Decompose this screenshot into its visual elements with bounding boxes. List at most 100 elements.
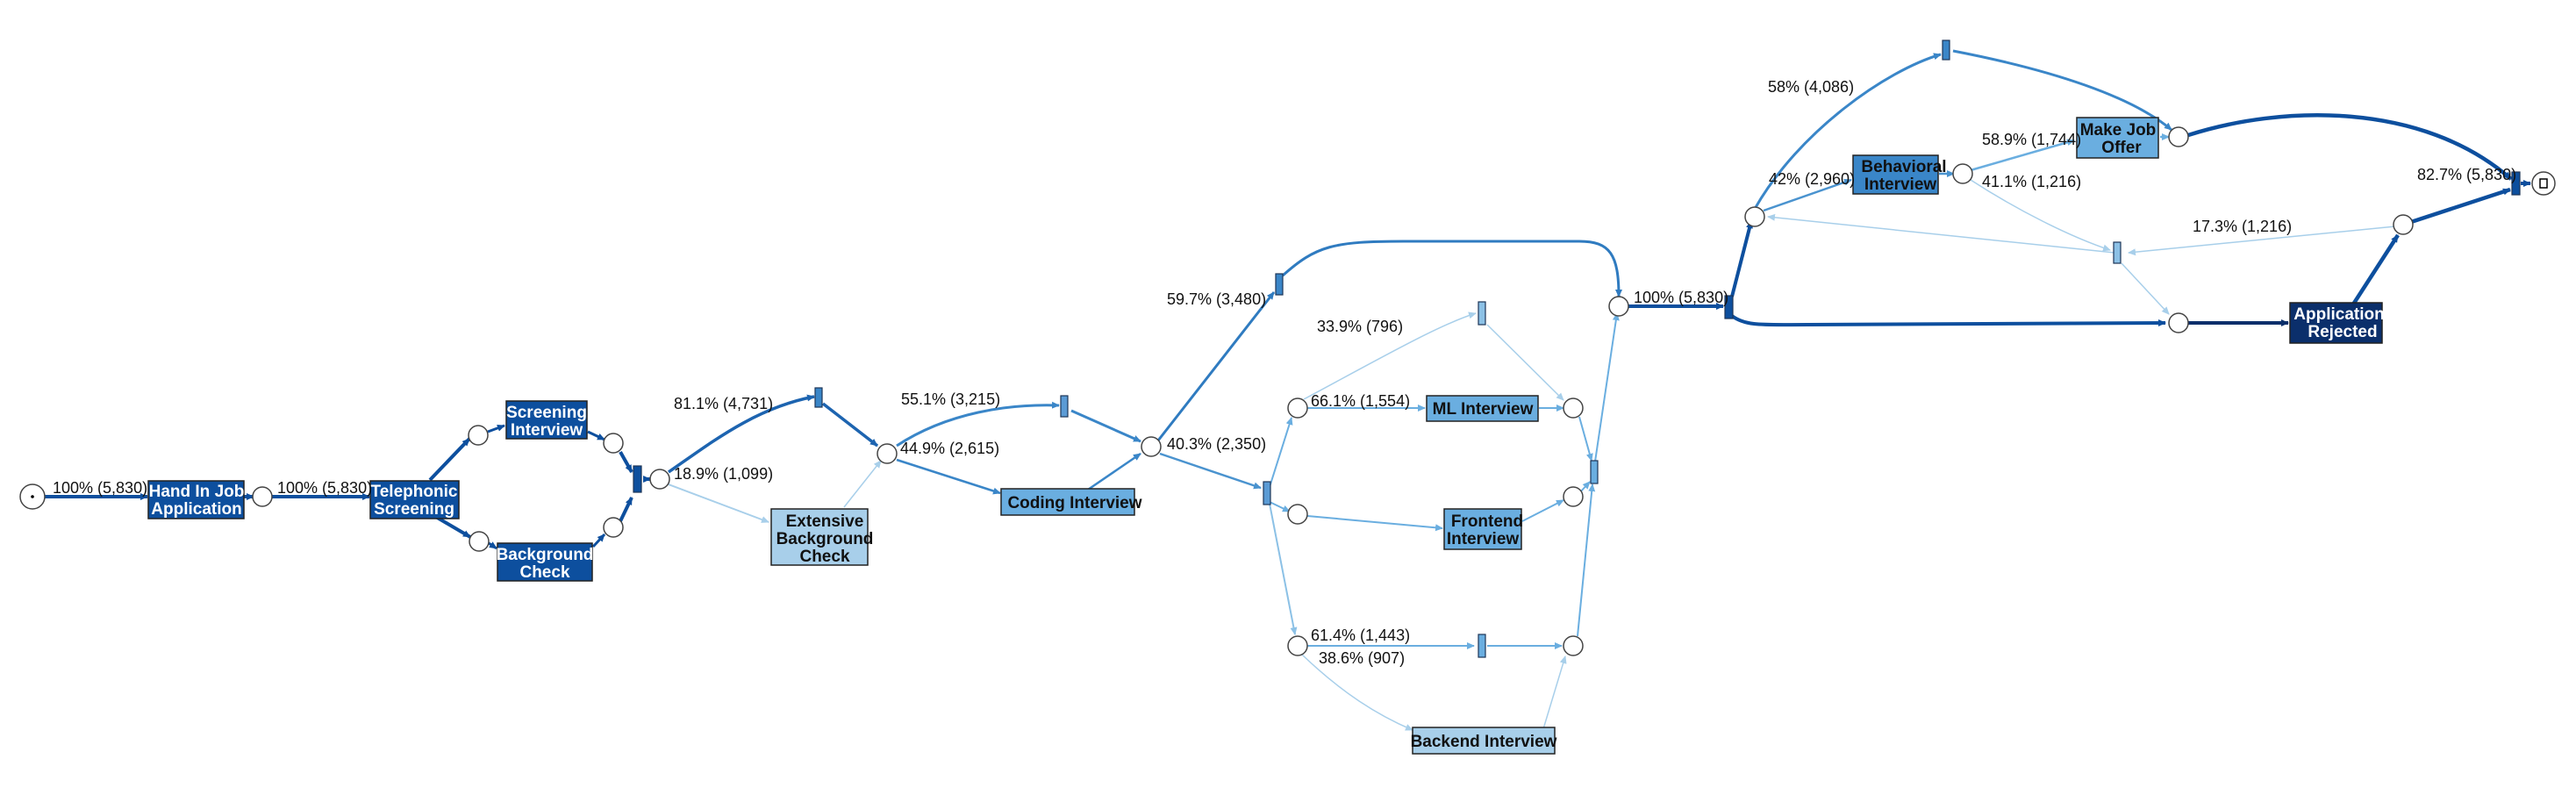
edge-silent811-p7 — [821, 402, 879, 448]
activity-label: Check — [519, 563, 569, 582]
activity-label: Extensive — [786, 512, 864, 531]
edge-silent597-p-merge — [1282, 240, 1622, 297]
edge-p3-background — [488, 541, 497, 550]
edge-label: 100% (5,830) — [1634, 289, 1728, 306]
activity-label: Rejected — [2308, 323, 2377, 341]
end-marker-icon — [2539, 178, 2548, 189]
activity-label: Background — [497, 546, 594, 564]
edge-label: 55.1% (3,215) — [901, 390, 1000, 408]
edge-screening-p4 — [587, 430, 605, 441]
silent-transition — [1478, 634, 1486, 658]
place — [603, 517, 624, 538]
edge-label: 100% (5,830) — [277, 479, 372, 497]
activity-backend-interview[interactable]: Backend Interview — [1411, 727, 1557, 755]
edge-label: 100% (5,830) — [53, 479, 147, 497]
edge-p6-extensive — [668, 483, 769, 523]
activity-behavioral-interview[interactable]: Behavioral Interview — [1852, 154, 1947, 195]
edge-p18-offer — [1970, 139, 2075, 172]
activity-label: Backend Interview — [1411, 733, 1557, 751]
silent-transition — [1942, 39, 1950, 61]
activity-screening-interview[interactable]: Screening Interview — [505, 400, 588, 440]
edge-p9-silent339 — [1303, 312, 1477, 400]
place — [1287, 398, 1308, 419]
place — [2393, 214, 2414, 235]
edge-p10-frontend — [1306, 515, 1443, 532]
silent-transition-join — [633, 465, 642, 493]
edge-p6-silent811 — [668, 394, 815, 474]
activity-label: Background — [776, 530, 874, 548]
place — [252, 486, 273, 507]
place — [1744, 206, 1765, 227]
activity-label: Screening — [374, 500, 454, 519]
edge-split403-p11 — [1269, 503, 1298, 635]
silent-transition — [1263, 481, 1271, 505]
place — [1563, 398, 1584, 419]
silent-transition — [1275, 273, 1284, 296]
activity-label: Behavioral — [1861, 158, 1946, 176]
activity-hand-in-job-application[interactable]: Hand In Job Application — [147, 480, 245, 519]
edge-label: 81.1% (4,731) — [674, 395, 773, 412]
place — [468, 425, 489, 446]
edge-label: 61.4% (1,443) — [1311, 627, 1410, 644]
activity-label: Hand In Job — [149, 483, 245, 501]
edge-label: 66.1% (1,554) — [1311, 392, 1410, 410]
edge-extensive-p7 — [843, 460, 882, 508]
edge-p19-silent-loop — [2128, 226, 2396, 256]
edge-label: 59.7% (3,480) — [1167, 290, 1266, 308]
silent-transition — [814, 387, 823, 408]
place — [2168, 126, 2189, 147]
edge-p4-join — [619, 451, 633, 473]
edge-frontend-p13 — [1521, 499, 1564, 522]
activity-background-check[interactable]: Background Check — [497, 542, 594, 582]
edge-backend-p14 — [1542, 655, 1567, 733]
edge-telephonic-p2 — [428, 437, 471, 482]
edge-coding-p8 — [1087, 452, 1141, 491]
activity-label: Application — [151, 500, 241, 519]
activity-coding-interview[interactable]: Coding Interview — [1000, 488, 1142, 516]
place — [1563, 635, 1584, 656]
place — [469, 531, 490, 552]
edge-split403-p10 — [1269, 501, 1291, 512]
edge-label: 38.6% (907) — [1319, 649, 1405, 667]
edge-big-split-p16 — [1730, 314, 2166, 327]
activity-make-job-offer[interactable]: Make Job Offer — [2076, 117, 2159, 159]
edge-p8-split403 — [1159, 452, 1262, 490]
activity-frontend-interview[interactable]: Frontend Interview — [1443, 508, 1523, 550]
edge-label: 58.9% (1,744) — [1982, 131, 2081, 148]
activity-label: Application — [2293, 305, 2384, 324]
place — [2168, 312, 2189, 333]
edge-p19-end-join — [2410, 187, 2511, 225]
activity-ml-interview[interactable]: ML Interview — [1426, 395, 1539, 422]
edge-silent411-p16 — [2121, 262, 2170, 315]
activity-label: Interview — [1447, 530, 1520, 548]
activity-label: Make Job — [2080, 121, 2157, 140]
edge-rejected-p19 — [2350, 233, 2400, 309]
silent-transitions — [633, 39, 2521, 658]
place — [1287, 504, 1308, 525]
activity-extensive-background-check[interactable]: Extensive Background Check — [770, 508, 874, 566]
silent-transition — [2113, 241, 2122, 264]
edge-background-p5 — [591, 533, 606, 548]
start-token-icon — [31, 495, 34, 498]
silent-transition-final — [2511, 171, 2521, 196]
place — [649, 469, 670, 490]
edge-p14-join — [1577, 483, 1596, 637]
activity-telephonic-screening[interactable]: Telephonic Screening — [369, 480, 460, 519]
edge-p11-backend — [1301, 654, 1413, 731]
place — [1952, 163, 1973, 184]
place — [1608, 296, 1629, 317]
edge-p17-end-join — [2187, 113, 2513, 181]
activity-label: Screening — [506, 404, 587, 422]
silent-transition — [1060, 395, 1069, 418]
edge-label: 58% (4,086) — [1768, 78, 1854, 96]
edge-p8-silent597 — [1156, 291, 1276, 441]
edge-labels: 100% (5,830) 100% (5,830) 81.1% (4,731) … — [53, 78, 2516, 667]
activity-label: Frontend — [1451, 512, 1523, 531]
activity-application-rejected[interactable]: Application Rejected — [2289, 302, 2385, 344]
edge-label: 33.9% (796) — [1317, 318, 1403, 335]
edge-p2-screening — [487, 424, 505, 433]
edge-label: 44.9% (2,615) — [900, 440, 999, 457]
place — [1287, 635, 1308, 656]
edge-p7-silent551 — [896, 401, 1060, 448]
